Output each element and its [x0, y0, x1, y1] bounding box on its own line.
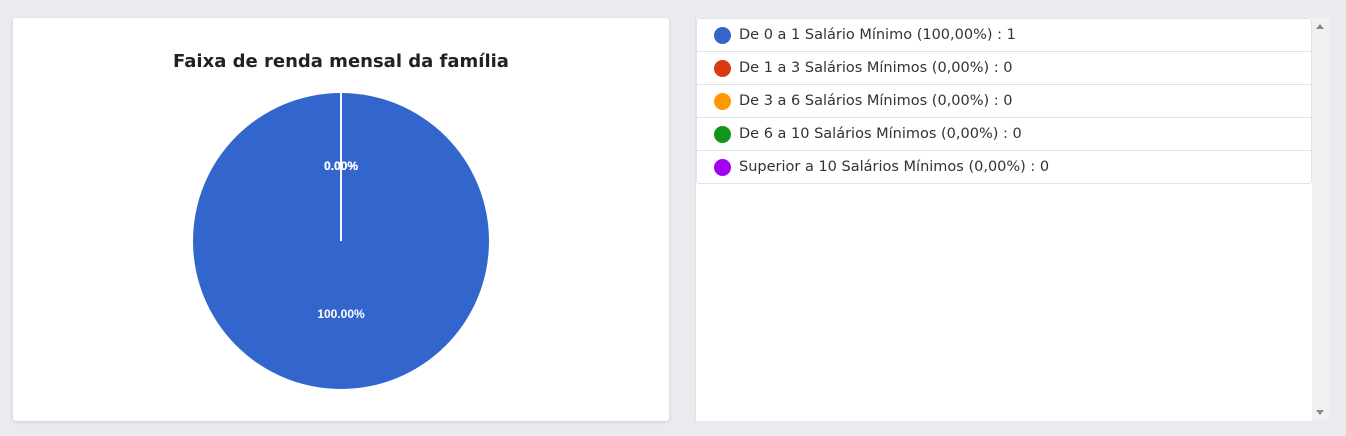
legend-label: De 6 a 10 Salários Mínimos (0,00%) : 0: [739, 126, 1022, 142]
legend-dot-icon: [714, 59, 731, 77]
pie-data-label: 0.00%: [324, 159, 358, 173]
scroll-down-arrow-icon[interactable]: [1316, 410, 1324, 415]
legend-item[interactable]: Superior a 10 Salários Mínimos (0,00%) :…: [697, 151, 1311, 183]
legend-dot-icon: [714, 92, 731, 110]
legend-label: De 1 a 3 Salários Mínimos (0,00%) : 0: [739, 60, 1013, 76]
legend-list: De 0 a 1 Salário Mínimo (100,00%) : 1 De…: [696, 18, 1312, 184]
legend-label: Superior a 10 Salários Mínimos (0,00%) :…: [739, 159, 1050, 175]
legend-dot-icon: [714, 125, 731, 143]
legend-item[interactable]: De 1 a 3 Salários Mínimos (0,00%) : 0: [697, 52, 1311, 85]
vertical-scrollbar[interactable]: [1312, 18, 1329, 421]
legend-label: De 0 a 1 Salário Mínimo (100,00%) : 1: [739, 27, 1016, 43]
pie-data-label: 0.00%: [324, 159, 358, 173]
pie-chart: 100.00%0.00%0.00%0.00%0.00%: [193, 93, 489, 389]
legend-item[interactable]: De 0 a 1 Salário Mínimo (100,00%) : 1: [697, 19, 1311, 52]
legend-panel: De 0 a 1 Salário Mínimo (100,00%) : 1 De…: [695, 18, 1312, 421]
legend-item[interactable]: De 6 a 10 Salários Mínimos (0,00%) : 0: [697, 118, 1311, 151]
legend-dot-icon: [714, 158, 731, 176]
pie-data-label: 100.00%: [317, 307, 365, 321]
legend-label: De 3 a 6 Salários Mínimos (0,00%) : 0: [739, 93, 1013, 109]
legend-dot-icon: [714, 26, 731, 44]
pie-data-label: 0.00%: [324, 159, 358, 173]
pie-data-label: 0.00%: [324, 159, 358, 173]
legend-item[interactable]: De 3 a 6 Salários Mínimos (0,00%) : 0: [697, 85, 1311, 118]
chart-card: Faixa de renda mensal da família 100.00%…: [13, 18, 669, 421]
chart-title: Faixa de renda mensal da família: [173, 51, 509, 72]
scroll-up-arrow-icon[interactable]: [1316, 24, 1324, 29]
